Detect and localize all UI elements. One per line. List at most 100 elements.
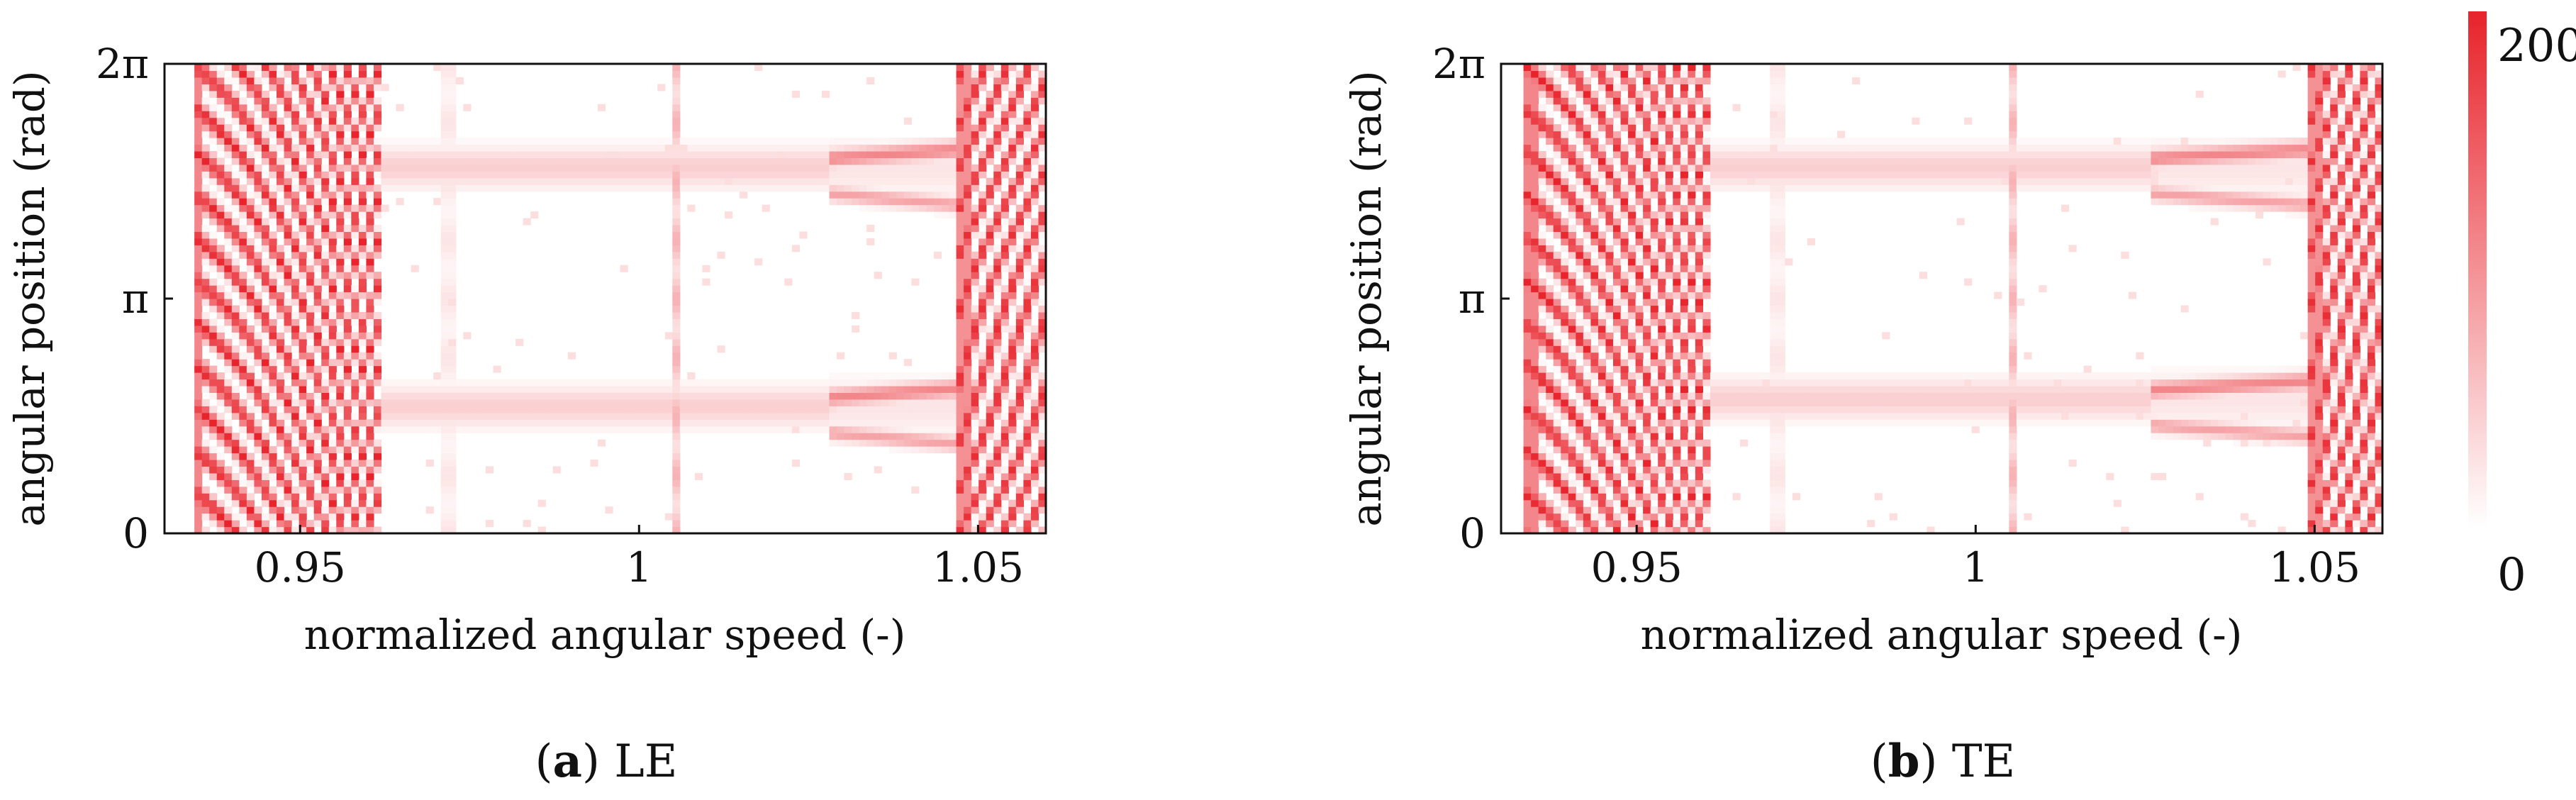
heatmap-cell <box>993 318 1002 326</box>
heatmap-cell <box>493 177 501 185</box>
heatmap-cell <box>1038 204 1047 212</box>
heatmap-cell <box>313 138 322 145</box>
heatmap-cell <box>239 399 247 406</box>
heatmap-cell <box>754 144 763 152</box>
heatmap-cell <box>440 164 449 172</box>
heatmap-cell <box>1688 479 1696 487</box>
heatmap-cell <box>694 406 703 413</box>
heatmap-cell <box>209 406 218 413</box>
heatmap-cell <box>291 499 300 507</box>
heatmap-cell <box>493 171 501 179</box>
heatmap-cell <box>694 138 703 145</box>
heatmap-cell <box>1561 157 1569 165</box>
heatmap-cell <box>1576 117 1584 125</box>
heatmap-cell <box>194 157 203 165</box>
heatmap-cell <box>1605 399 1614 406</box>
heatmap-cell <box>224 211 233 219</box>
heatmap-cell <box>313 211 322 219</box>
heatmap-cell <box>201 124 210 132</box>
heatmap-cell <box>1665 379 1673 387</box>
heatmap-cell <box>254 231 262 239</box>
heatmap-cell <box>239 138 247 145</box>
heatmap-cell <box>448 97 457 105</box>
heatmap-cell <box>628 426 636 433</box>
heatmap-cell <box>1030 157 1039 165</box>
heatmap-cell <box>575 426 584 433</box>
heatmap-cell <box>1590 218 1599 226</box>
heatmap-cell <box>1620 258 1629 266</box>
heatmap-cell <box>1015 486 1024 494</box>
heatmap-cell <box>1598 97 1607 105</box>
heatmap-cell <box>1635 318 1644 326</box>
heatmap-cell <box>448 157 457 165</box>
heatmap-cell <box>366 506 374 514</box>
heatmap-cell <box>291 365 300 373</box>
heatmap-cell <box>201 150 210 158</box>
heatmap-cell <box>1598 231 1607 239</box>
heatmap-cell <box>1620 406 1629 413</box>
heatmap-cell <box>1590 406 1599 413</box>
heatmap-cell <box>933 198 942 206</box>
heatmap-cell <box>769 385 778 393</box>
heatmap-cell <box>1553 164 1561 172</box>
heatmap-cell <box>1635 64 1644 72</box>
heatmap-cell <box>986 144 994 152</box>
heatmap-cell <box>1620 439 1629 447</box>
heatmap-cell <box>1561 278 1569 286</box>
heatmap-cell <box>903 392 912 400</box>
heatmap-cell <box>254 305 262 313</box>
heatmap-cell <box>239 479 247 487</box>
heatmap-cell <box>1568 526 1576 534</box>
heatmap-cell <box>903 359 912 367</box>
heatmap-cell <box>277 245 285 252</box>
heatmap-cell <box>896 164 905 172</box>
heatmap-cell <box>1583 299 1591 306</box>
heatmap-cell <box>1038 130 1047 138</box>
heatmap-cell <box>1023 117 1032 125</box>
heatmap-cell <box>440 130 449 138</box>
heatmap-cell <box>567 144 576 152</box>
heatmap-cell <box>537 526 546 534</box>
heatmap-cell <box>725 379 733 387</box>
heatmap-cell <box>1038 144 1047 152</box>
heatmap-cell <box>373 224 382 233</box>
heatmap-cell <box>971 204 979 212</box>
heatmap-cell <box>1643 204 1651 212</box>
heatmap-cell <box>1000 204 1009 212</box>
heatmap-cell <box>649 184 658 192</box>
heatmap-cell <box>284 493 292 501</box>
heatmap-cell <box>1008 513 1017 521</box>
heatmap-cell <box>971 117 979 125</box>
heatmap-cell <box>1561 97 1569 105</box>
heatmap-cell <box>1568 138 1576 145</box>
heatmap-cell <box>209 177 218 185</box>
heatmap-cell <box>1531 399 1539 406</box>
heatmap-cell <box>1613 472 1622 480</box>
heatmap-cell <box>1583 291 1591 299</box>
heatmap-cell <box>1538 291 1546 299</box>
heatmap-cell <box>1000 439 1009 447</box>
heatmap-cell <box>351 265 359 272</box>
heatmap-cell <box>209 138 218 145</box>
heatmap-cell <box>373 245 382 252</box>
heatmap-cell <box>306 130 315 138</box>
heatmap-cell <box>1583 433 1591 440</box>
heatmap-cell <box>291 111 300 118</box>
heatmap-cell <box>605 157 613 165</box>
heatmap-cell <box>299 84 307 91</box>
heatmap-cell <box>1023 452 1032 460</box>
heatmap-cell <box>1628 332 1637 340</box>
heatmap-cell <box>1576 325 1584 333</box>
heatmap-cell <box>1635 372 1644 380</box>
heatmap-cell <box>239 211 247 219</box>
heatmap-cell <box>799 231 808 239</box>
heatmap-cell <box>993 311 1002 319</box>
heatmap-cell <box>1680 258 1688 266</box>
heatmap-cell <box>501 184 509 192</box>
heatmap-cell <box>888 352 897 360</box>
heatmap-cell <box>284 238 292 245</box>
heatmap-cell <box>1673 150 1681 158</box>
heatmap-cell <box>455 150 464 158</box>
heatmap-cell <box>709 379 718 387</box>
heatmap-cell <box>679 412 688 420</box>
